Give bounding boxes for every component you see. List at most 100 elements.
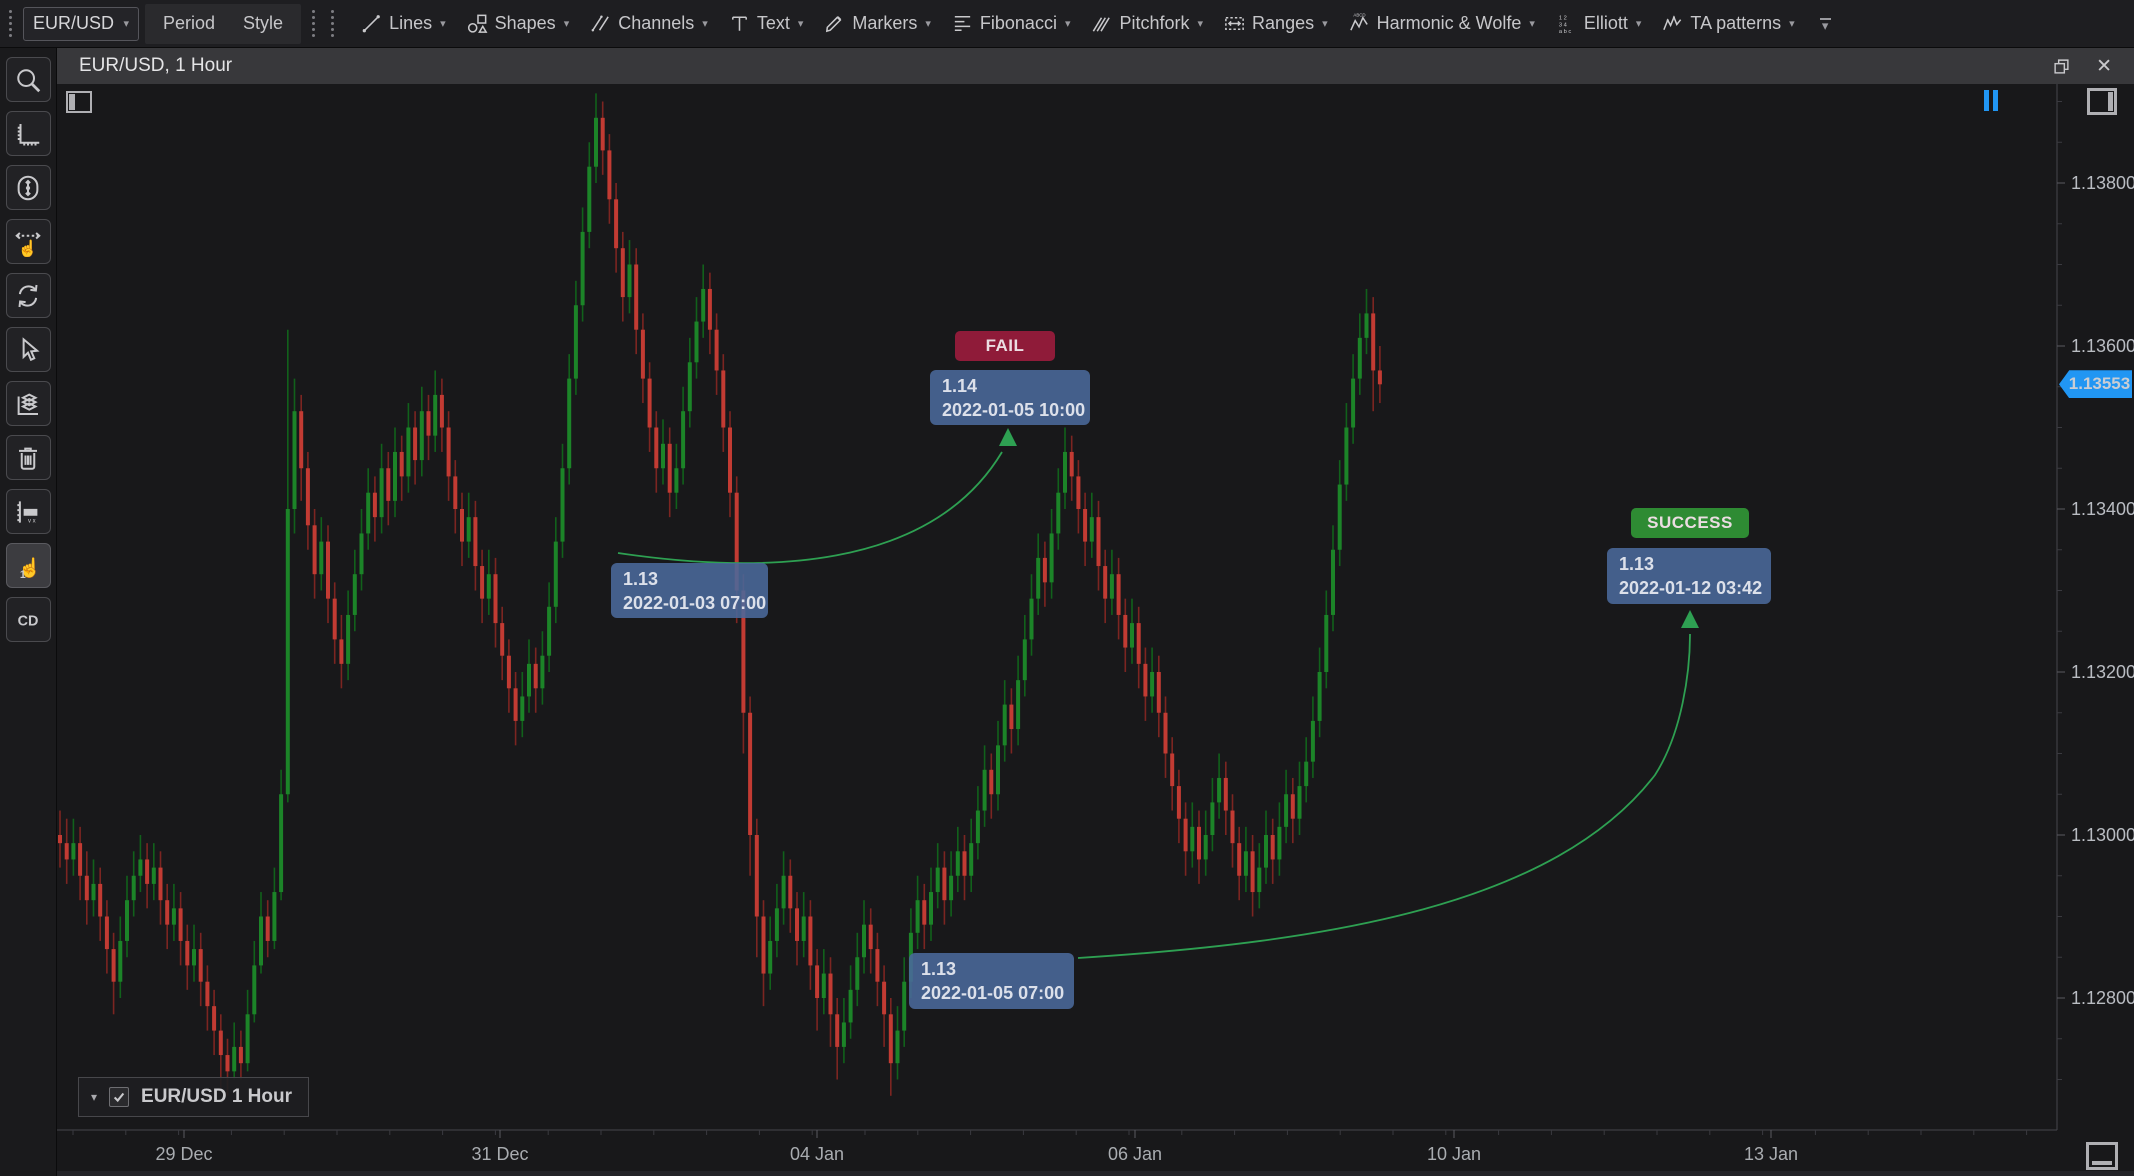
shapes-icon bbox=[467, 14, 488, 33]
sidebar-axes-tool[interactable] bbox=[5, 111, 51, 156]
candle bbox=[982, 769, 987, 811]
harmonic-icon: ABCD bbox=[1349, 12, 1368, 31]
sidebar-layers-tool[interactable] bbox=[5, 381, 51, 426]
marker-label-source-1[interactable]: 1.13 2022-01-03 07:00 bbox=[611, 563, 768, 618]
chevron-down-icon: ▾ bbox=[925, 18, 931, 30]
tool-ta-button[interactable]: TA patterns ▾ bbox=[1652, 6, 1803, 41]
tool-lines-button[interactable]: Lines ▾ bbox=[351, 6, 455, 41]
left-toolbar: ☝ v x ☝ 1 CD bbox=[0, 48, 57, 1176]
axes-icon bbox=[17, 123, 40, 145]
chevron-down-icon[interactable]: ▾ bbox=[91, 1090, 98, 1104]
chart-canvas[interactable]: 1.13800 1.13600 1.13400 1.13200 1.13000 1.128… bbox=[57, 84, 2134, 1176]
toolbar-drag-handle[interactable] bbox=[307, 4, 320, 43]
candle bbox=[694, 321, 699, 363]
toggle-right-panel-icon[interactable] bbox=[2087, 88, 2117, 115]
marker-time: 2022-01-05 10:00 bbox=[942, 399, 1086, 420]
x-axis-tick-label: 13 Jan bbox=[1744, 1144, 1798, 1164]
pitchfork-icon bbox=[1093, 17, 1111, 32]
sidebar-legend-tool[interactable]: v x bbox=[5, 489, 51, 534]
candle bbox=[687, 362, 692, 412]
candle bbox=[138, 859, 143, 876]
tool-label: Lines bbox=[389, 13, 433, 33]
sidebar-tap-tool[interactable]: ☝ 1 bbox=[5, 543, 51, 588]
tool-pitchfork-button[interactable]: Pitchfork ▾ bbox=[1081, 6, 1212, 41]
candle bbox=[835, 1014, 840, 1047]
marker-link-curve bbox=[1077, 633, 1691, 959]
tool-channels-button[interactable]: Channels ▾ bbox=[580, 6, 717, 41]
candle bbox=[1203, 835, 1208, 860]
pause-updates-indicator[interactable] bbox=[1984, 90, 1998, 111]
sidebar-crosshair-tool[interactable] bbox=[5, 165, 51, 210]
toggle-left-panel-icon[interactable] bbox=[66, 91, 92, 113]
candle bbox=[721, 370, 726, 428]
candle bbox=[654, 427, 659, 469]
candle bbox=[1130, 623, 1134, 648]
series-legend[interactable]: ▾ EUR/USD 1 Hour bbox=[78, 1077, 309, 1117]
toolbar-drag-handle[interactable] bbox=[4, 4, 17, 43]
candle bbox=[346, 614, 351, 664]
candle bbox=[707, 288, 712, 330]
tool-text-button[interactable]: Text ▾ bbox=[719, 6, 813, 41]
tool-markers-button[interactable]: Markers ▾ bbox=[814, 6, 940, 41]
candle bbox=[245, 1014, 250, 1064]
symbol-select[interactable]: EUR/USD ▾ bbox=[23, 6, 139, 41]
marker-label-success[interactable]: 1.13 2022-01-12 03:42 bbox=[1607, 548, 1771, 604]
candle bbox=[996, 745, 1000, 795]
candle bbox=[560, 468, 565, 542]
candle bbox=[379, 468, 384, 518]
candle bbox=[78, 843, 83, 876]
candle bbox=[185, 940, 190, 966]
candle bbox=[500, 623, 505, 656]
candle bbox=[366, 492, 371, 534]
chevron-down-icon: ▾ bbox=[440, 18, 446, 30]
candle bbox=[1230, 810, 1235, 844]
candle bbox=[1083, 509, 1088, 542]
success-badge[interactable]: SUCCESS bbox=[1631, 508, 1749, 538]
candle bbox=[955, 851, 960, 876]
tool-fibonacci-button[interactable]: Fibonacci ▾ bbox=[942, 6, 1080, 41]
candle bbox=[446, 427, 451, 477]
candle bbox=[594, 117, 598, 167]
series-visibility-checkbox[interactable] bbox=[109, 1087, 130, 1107]
sidebar-select-tool[interactable] bbox=[5, 327, 51, 372]
tool-shapes-button[interactable]: Shapes ▾ bbox=[457, 6, 579, 41]
toolbar-collapse-button[interactable]: ▾ bbox=[1819, 17, 1831, 32]
sidebar-refresh-tool[interactable] bbox=[5, 273, 51, 318]
candle bbox=[587, 166, 592, 232]
candle bbox=[460, 509, 464, 542]
sidebar-pan-tool[interactable]: ☝ bbox=[5, 219, 51, 264]
sidebar-cd-tool[interactable]: CD bbox=[5, 597, 51, 642]
fail-badge[interactable]: FAIL bbox=[955, 331, 1055, 361]
candle bbox=[285, 509, 290, 795]
toolbar-drag-handle[interactable] bbox=[326, 4, 339, 43]
candle bbox=[875, 949, 880, 982]
candle bbox=[386, 468, 391, 501]
marker-label-fail[interactable]: 1.14 2022-01-05 10:00 bbox=[930, 370, 1090, 425]
tool-ranges-button[interactable]: Ranges ▾ bbox=[1214, 6, 1337, 41]
candle bbox=[1304, 761, 1309, 787]
candle bbox=[299, 411, 304, 469]
marker-label-source-2[interactable]: 1.13 2022-01-05 07:00 bbox=[909, 953, 1074, 1009]
toggle-bottom-panel-icon[interactable] bbox=[2086, 1142, 2118, 1170]
candle bbox=[1183, 818, 1188, 852]
style-button[interactable]: Style bbox=[231, 7, 295, 40]
candle bbox=[1190, 826, 1195, 852]
restore-window-icon[interactable] bbox=[2053, 58, 2070, 75]
candle bbox=[279, 794, 284, 893]
candle bbox=[1089, 517, 1094, 542]
sidebar-delete-tool[interactable] bbox=[5, 435, 51, 480]
candle bbox=[426, 411, 431, 436]
candle bbox=[1264, 835, 1268, 868]
tool-harmonic-button[interactable]: ABCD Harmonic & Wolfe ▾ bbox=[1339, 6, 1544, 41]
close-icon[interactable]: ✕ bbox=[2096, 55, 2112, 77]
x-axis-tick-label: 04 Jan bbox=[790, 1144, 844, 1164]
sidebar-zoom-tool[interactable] bbox=[5, 57, 51, 102]
candle bbox=[754, 835, 759, 917]
elliott-icon: 1 23 4a b c bbox=[1559, 16, 1572, 35]
period-button[interactable]: Period bbox=[151, 7, 227, 40]
candle bbox=[339, 639, 344, 664]
tool-label: TA patterns bbox=[1690, 13, 1782, 33]
candle bbox=[218, 1030, 223, 1056]
candle bbox=[1257, 867, 1262, 893]
